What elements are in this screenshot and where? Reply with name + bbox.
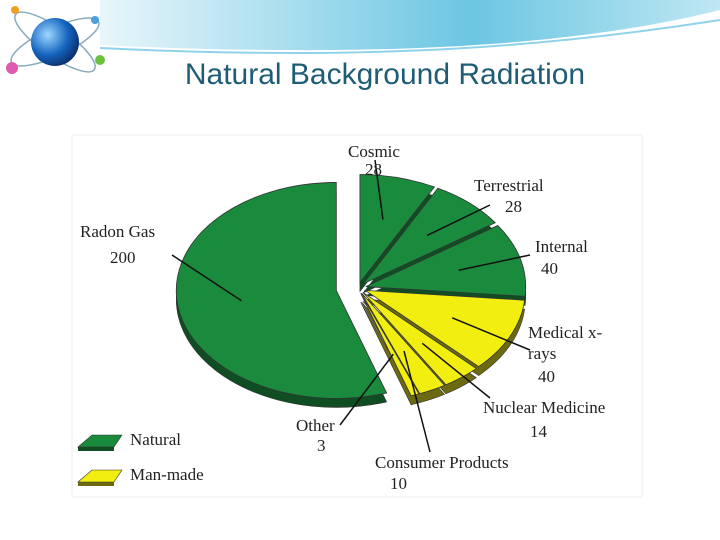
header-line [99, 19, 720, 55]
slice [363, 289, 526, 368]
slice-value: 200 [110, 248, 136, 267]
leader-line [403, 350, 431, 453]
slice-label: Internal [535, 237, 588, 256]
slice-value: 28 [365, 160, 382, 179]
slice [175, 182, 388, 399]
leader-line [421, 342, 491, 399]
slice-label: Terrestrial [474, 176, 544, 195]
slide-title: Natural Background Radiation [184, 58, 586, 91]
slice [359, 174, 436, 284]
legend-label: Man-made [130, 465, 204, 484]
legend-swatch-side [78, 447, 114, 451]
slice [361, 292, 446, 395]
slice [362, 292, 478, 386]
slice-value: 14 [530, 422, 547, 441]
slice-value: 28 [505, 197, 522, 216]
slice-value: 10 [390, 474, 407, 493]
leader-line [171, 254, 242, 302]
slice-label: Other [296, 416, 335, 435]
leader-line [451, 317, 531, 351]
slice-label: Nuclear Medicine [483, 398, 606, 417]
slice-label: Radon Gas [80, 222, 156, 241]
leader-line [339, 353, 394, 426]
slice-value: 3 [317, 436, 326, 455]
slice-value: 40 [538, 367, 555, 386]
legend-label: Natural [130, 430, 181, 449]
legend-swatch [77, 469, 123, 483]
leader-line [426, 204, 491, 237]
leader-line [374, 159, 384, 220]
leaders [171, 159, 531, 453]
slice-label: Medical x-rays [528, 323, 603, 363]
header-swoosh [100, 0, 720, 51]
slice-label: Cosmic [348, 142, 400, 161]
leader-line [458, 254, 531, 271]
atom-logo [6, 6, 105, 74]
legend-swatch-side [78, 482, 114, 486]
slice-label: Consumer Products [375, 453, 509, 472]
slice [363, 187, 496, 285]
legend-swatch [77, 434, 123, 448]
chart-frame [71, 134, 643, 498]
pie [175, 174, 527, 408]
slice [365, 224, 527, 297]
slice-value: 40 [541, 259, 558, 278]
